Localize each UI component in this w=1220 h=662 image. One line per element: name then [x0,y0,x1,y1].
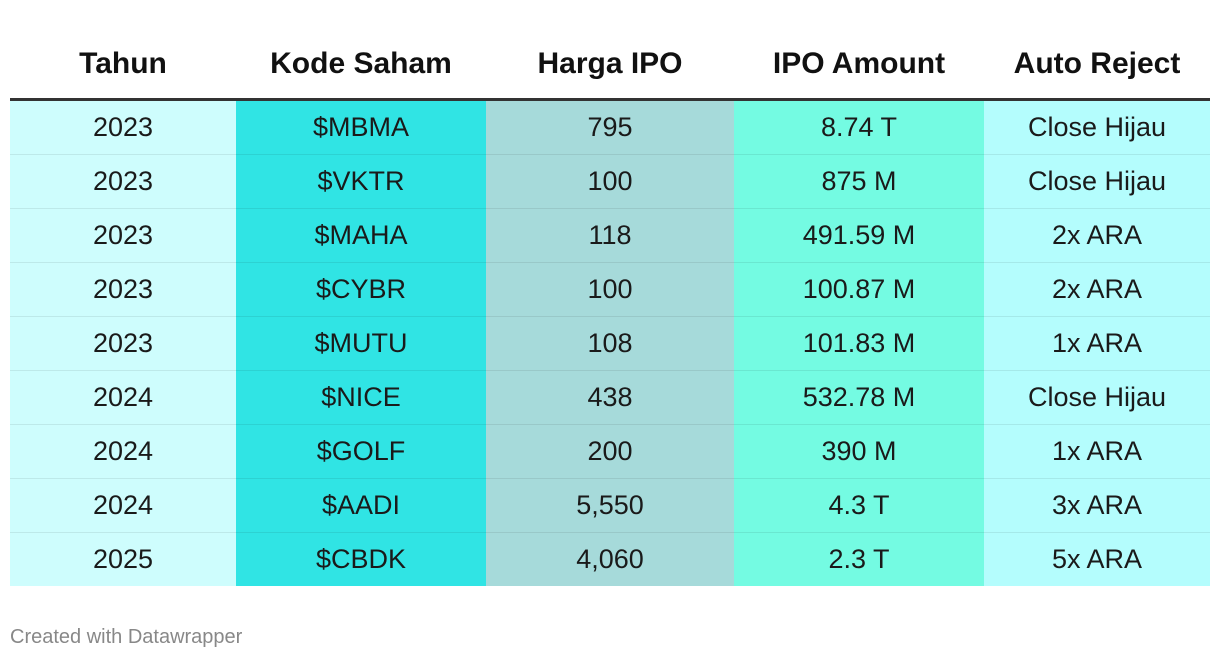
cell-tahun: 2023 [10,99,236,155]
cell-kode-saham: $GOLF [236,424,486,479]
table-body: 2023 $MBMA 795 8.74 T Close Hijau 2023 $VKTR 10… [10,99,1210,586]
cell-ipo-amount: 8.74 T [734,99,984,155]
header-row: Tahun Kode Saham Harga IPO IPO Amount Au… [10,30,1210,101]
table-row: 2023 $MUTU 108 101.83 M 1x ARA [10,316,1210,371]
cell-kode-saham: $MAHA [236,208,486,263]
header-harga-ipo: Harga IPO [486,30,734,101]
cell-ipo-amount: 100.87 M [734,262,984,317]
cell-auto-reject: Close Hijau [984,370,1210,425]
cell-auto-reject: 1x ARA [984,316,1210,371]
header-kode-saham: Kode Saham [236,30,486,101]
cell-kode-saham: $MBMA [236,99,486,155]
table-row: 2023 $MAHA 118 491.59 M 2x ARA [10,208,1210,263]
table-row: 2024 $AADI 5,550 4.3 T 3x ARA [10,478,1210,533]
cell-kode-saham: $VKTR [236,154,486,209]
cell-harga-ipo: 100 [486,262,734,317]
cell-kode-saham: $MUTU [236,316,486,371]
cell-ipo-amount: 491.59 M [734,208,984,263]
cell-auto-reject: Close Hijau [984,154,1210,209]
cell-harga-ipo: 200 [486,424,734,479]
cell-tahun: 2023 [10,154,236,209]
cell-harga-ipo: 100 [486,154,734,209]
cell-kode-saham: $NICE [236,370,486,425]
cell-auto-reject: Close Hijau [984,99,1210,155]
ipo-table: Tahun Kode Saham Harga IPO IPO Amount Au… [10,30,1210,586]
table-row: 2023 $VKTR 100 875 M Close Hijau [10,154,1210,209]
cell-kode-saham: $CBDK [236,532,486,586]
cell-ipo-amount: 390 M [734,424,984,479]
cell-kode-saham: $CYBR [236,262,486,317]
cell-auto-reject: 2x ARA [984,208,1210,263]
cell-harga-ipo: 108 [486,316,734,371]
header-auto-reject: Auto Reject [984,30,1210,101]
cell-tahun: 2023 [10,208,236,263]
cell-harga-ipo: 795 [486,99,734,155]
cell-ipo-amount: 2.3 T [734,532,984,586]
cell-harga-ipo: 4,060 [486,532,734,586]
table-row: 2024 $NICE 438 532.78 M Close Hijau [10,370,1210,425]
cell-auto-reject: 1x ARA [984,424,1210,479]
cell-harga-ipo: 5,550 [486,478,734,533]
cell-kode-saham: $AADI [236,478,486,533]
cell-auto-reject: 3x ARA [984,478,1210,533]
cell-tahun: 2025 [10,532,236,586]
cell-tahun: 2023 [10,262,236,317]
header-ipo-amount: IPO Amount [734,30,984,101]
cell-auto-reject: 5x ARA [984,532,1210,586]
cell-ipo-amount: 101.83 M [734,316,984,371]
cell-ipo-amount: 875 M [734,154,984,209]
cell-tahun: 2024 [10,424,236,479]
cell-harga-ipo: 118 [486,208,734,263]
cell-auto-reject: 2x ARA [984,262,1210,317]
table-row: 2023 $CYBR 100 100.87 M 2x ARA [10,262,1210,317]
table-row: 2023 $MBMA 795 8.74 T Close Hijau [10,99,1210,155]
cell-ipo-amount: 4.3 T [734,478,984,533]
table-row: 2024 $GOLF 200 390 M 1x ARA [10,424,1210,479]
cell-tahun: 2024 [10,478,236,533]
cell-ipo-amount: 532.78 M [734,370,984,425]
cell-harga-ipo: 438 [486,370,734,425]
footer-credit: Created with Datawrapper [10,626,243,648]
table-row: 2025 $CBDK 4,060 2.3 T 5x ARA [10,532,1210,586]
cell-tahun: 2023 [10,316,236,371]
header-tahun: Tahun [10,30,236,101]
cell-tahun: 2024 [10,370,236,425]
